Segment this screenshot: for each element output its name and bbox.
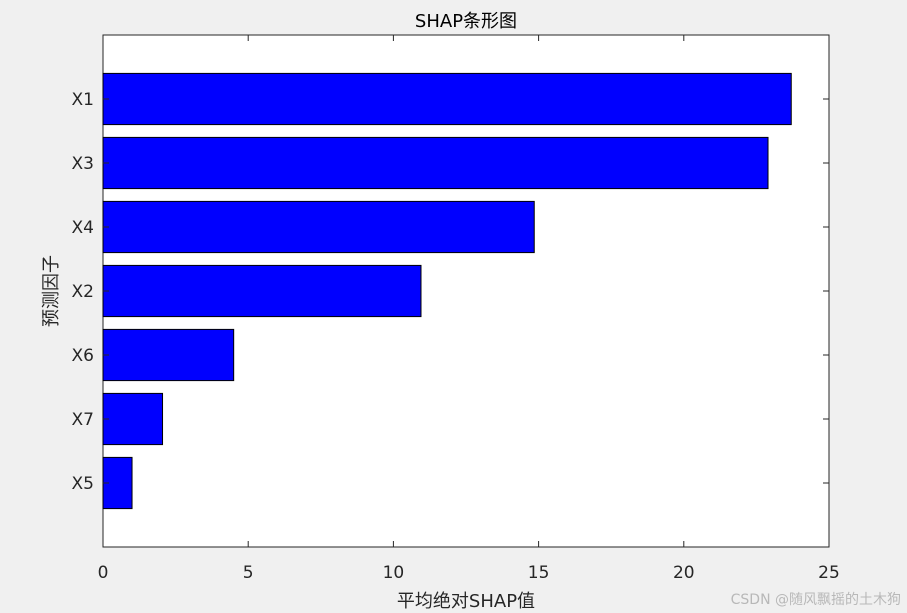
y-tick-label: X5 (72, 474, 94, 494)
y-axis-label: 预测因子 (41, 255, 62, 327)
y-tick-label: X2 (72, 282, 94, 302)
x-tick-label: 5 (243, 563, 254, 583)
x-tick-label: 10 (383, 563, 405, 583)
bar-x7 (102, 392, 164, 446)
bar-x4 (102, 200, 535, 254)
y-tick-label: X4 (72, 218, 94, 238)
watermark: CSDN @随风飘摇的土木狗 (731, 592, 901, 608)
bar-x2 (102, 264, 422, 318)
x-tick-label: 25 (818, 563, 840, 583)
bar-x6 (102, 328, 235, 382)
chart-title: SHAP条形图 (415, 11, 517, 32)
bars (102, 72, 792, 510)
y-tick-label: X1 (72, 90, 94, 110)
x-tick-label: 0 (98, 563, 109, 583)
x-ticks: 0 5 10 15 20 25 (98, 35, 840, 583)
x-axis-label: 平均绝对SHAP值 (397, 591, 535, 612)
y-ticks: X1 X3 X4 X2 X6 X7 X5 (72, 90, 829, 494)
x-tick-label: 20 (673, 563, 695, 583)
x-tick-label: 15 (528, 563, 550, 583)
bar-x3 (102, 136, 769, 190)
y-tick-label: X3 (72, 154, 94, 174)
y-tick-label: X6 (72, 346, 94, 366)
y-tick-label: X7 (72, 410, 94, 430)
bar-x1 (102, 72, 792, 126)
